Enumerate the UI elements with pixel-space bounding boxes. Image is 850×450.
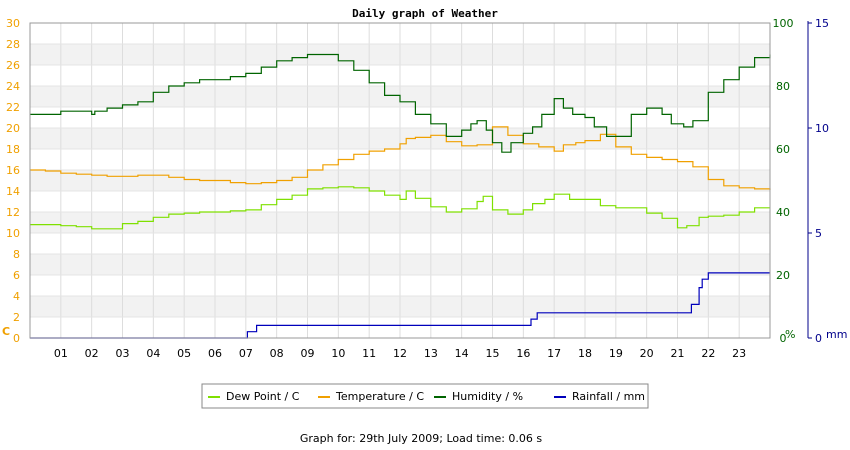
legend: Dew Point / C Temperature / C Humidity / %… (201, 383, 649, 409)
left-tick-label: 4 (13, 290, 20, 303)
x-tick-label: 03 (116, 347, 130, 360)
legend-label: Temperature / C (335, 390, 424, 403)
left-tick-label: 20 (6, 122, 20, 135)
rainfall-tick-label: 10 (815, 122, 829, 135)
x-tick-label: 21 (671, 347, 685, 360)
x-tick-label: 02 (85, 347, 99, 360)
humidity-tick-label: 0 (780, 332, 787, 345)
legend-box (201, 383, 649, 409)
x-tick-label: 04 (146, 347, 160, 360)
x-tick-label: 06 (208, 347, 222, 360)
left-tick-label: 0 (13, 332, 20, 345)
series-line-rainfall (30, 272, 770, 339)
left-tick-label: 24 (6, 80, 20, 93)
humidity-axis-unit-label: % (785, 328, 795, 341)
left-tick-label: 12 (6, 206, 20, 219)
left-tick-label: 6 (13, 269, 20, 282)
series-line-dew (30, 186, 770, 230)
rainfall-tick-label: 0 (815, 332, 822, 345)
series-layer (30, 53, 771, 339)
rainfall-axis-unit-label: mm (826, 328, 847, 341)
legend-label: Humidity / % (452, 390, 523, 403)
x-tick-label: 23 (732, 347, 746, 360)
series-line-temperature (30, 126, 771, 190)
x-tick-label: 09 (301, 347, 315, 360)
x-tick-label: 22 (701, 347, 715, 360)
left-tick-label: 16 (6, 164, 20, 177)
left-tick-label: 30 (6, 17, 20, 30)
footer-caption: Graph for: 29th July 2009; Load time: 0.… (300, 432, 543, 445)
humidity-axis: 0 20 40 60 80 100 (773, 17, 794, 345)
x-tick-label: 14 (455, 347, 469, 360)
x-tick-label: 18 (578, 347, 592, 360)
rainfall-tick-label: 15 (815, 17, 829, 30)
humidity-tick-label: 60 (776, 143, 790, 156)
x-tick-label: 10 (331, 347, 345, 360)
humidity-tick-label: 100 (773, 17, 794, 30)
left-tick-label: 28 (6, 38, 20, 51)
humidity-tick-label: 40 (776, 206, 790, 219)
x-tick-label: 17 (547, 347, 561, 360)
humidity-tick-label: 80 (776, 80, 790, 93)
x-tick-label: 05 (177, 347, 191, 360)
left-tick-label: 2 (13, 311, 20, 324)
plot-frame (29, 22, 771, 339)
x-tick-label: 11 (362, 347, 376, 360)
x-tick-label: 08 (270, 347, 284, 360)
left-axis-unit-label: C (2, 325, 10, 338)
series-line-humidity (30, 53, 771, 153)
x-tick-label: 13 (424, 347, 438, 360)
legend-label: Dew Point / C (226, 390, 300, 403)
x-tick-label: 20 (640, 347, 654, 360)
chart-title: Daily graph of Weather (352, 7, 498, 20)
left-tick-label: 18 (6, 143, 20, 156)
left-tick-label: 8 (13, 248, 20, 261)
rainfall-tick-label: 5 (815, 227, 822, 240)
x-tick-label: 07 (239, 347, 253, 360)
left-tick-label: 14 (6, 185, 20, 198)
left-tick-label: 10 (6, 227, 20, 240)
x-tick-label: 01 (54, 347, 68, 360)
left-tick-label: 26 (6, 59, 20, 72)
legend-label: Rainfall / mm (572, 390, 645, 403)
x-tick-label: 12 (393, 347, 407, 360)
x-tick-label: 16 (516, 347, 530, 360)
humidity-tick-label: 20 (776, 269, 790, 282)
x-tick-label: 19 (609, 347, 623, 360)
x-axis: 01 02 03 04 05 06 07 08 09 10 11 12 13 14 15 16 17 18 19 20… (54, 347, 746, 360)
left-tick-label: 22 (6, 101, 20, 114)
x-tick-label: 15 (486, 347, 500, 360)
rainfall-axis: 0 5 10 15 (807, 17, 829, 345)
